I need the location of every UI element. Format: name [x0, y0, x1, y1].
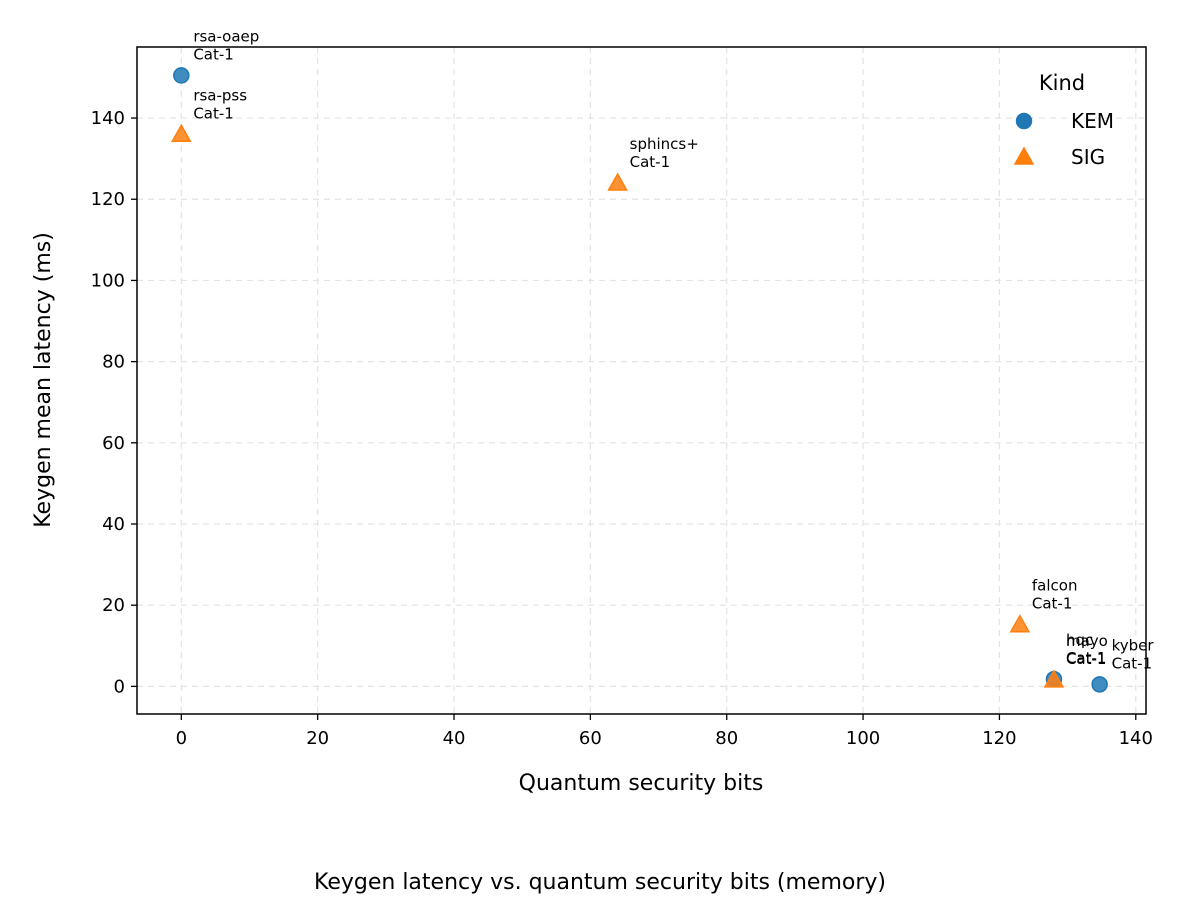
- y-tick-label: 140: [91, 108, 125, 129]
- y-tick-label: 120: [91, 189, 125, 210]
- point-label-line: kyber: [1112, 636, 1155, 654]
- y-tick-label: 20: [102, 595, 125, 616]
- x-axis-label: Quantum security bits: [519, 771, 764, 796]
- point-label: hqc Cat-1: [1066, 631, 1107, 667]
- point-label-line: Cat-1: [193, 45, 234, 63]
- x-tick-label: 140: [1119, 728, 1153, 749]
- point-label-line: sphincs+: [630, 135, 699, 153]
- point-label-line: falcon: [1032, 577, 1078, 595]
- legend-marker-sig: [1013, 146, 1035, 165]
- point-label-line: rsa-oaep: [193, 27, 259, 45]
- point-label-line: rsa-pss: [193, 86, 247, 104]
- point-label-line: mayo: [1066, 632, 1108, 650]
- sig-point: [171, 123, 192, 143]
- point-label: kyber Cat-1: [1112, 636, 1155, 672]
- x-tick-label: 100: [846, 728, 880, 749]
- point-label-line: Cat-1: [193, 104, 234, 122]
- grid: [137, 47, 1146, 714]
- y-tick-label: 40: [102, 514, 125, 535]
- point-label: mayo Cat-1: [1066, 632, 1108, 668]
- point-label-line: Cat-1: [1032, 595, 1073, 613]
- x-tick-label: 40: [443, 728, 466, 749]
- sig-point: [607, 172, 628, 191]
- x-tick-label: 120: [982, 728, 1016, 749]
- chart-caption: Keygen latency vs. quantum security bits…: [314, 870, 886, 895]
- point-label-line: Cat-1: [1066, 649, 1107, 667]
- y-tick-label: 60: [102, 433, 125, 454]
- point-label: rsa-pss Cat-1: [193, 86, 247, 122]
- y-axis-ticks: 0 20 40 60 80 100 120 140: [91, 108, 137, 697]
- point-label-line: hqc: [1066, 631, 1093, 649]
- x-tick-label: 20: [306, 728, 329, 749]
- legend-label-sig: SIG: [1071, 145, 1105, 169]
- point-label: rsa-oaep Cat-1: [193, 27, 259, 63]
- sig-point: [1043, 669, 1065, 688]
- legend: Kind KEM SIG: [1013, 71, 1114, 169]
- kem-point: [173, 67, 190, 84]
- kem-point: [1091, 676, 1108, 693]
- legend-entries: KEM SIG: [1013, 109, 1114, 169]
- point-label-line: Cat-1: [1112, 654, 1153, 672]
- point-label: falcon Cat-1: [1032, 577, 1078, 613]
- legend-title: Kind: [1039, 71, 1085, 95]
- point-label-line: Cat-1: [1066, 650, 1107, 668]
- legend-label-kem: KEM: [1071, 109, 1114, 133]
- y-tick-label: 0: [114, 676, 125, 697]
- y-axis-label: Keygen mean latency (ms): [31, 232, 56, 528]
- sig-point: [1009, 614, 1031, 633]
- point-label: sphincs+ Cat-1: [630, 135, 699, 171]
- plot-frame: [136, 46, 1147, 715]
- x-tick-label: 60: [579, 728, 602, 749]
- y-tick-label: 80: [102, 352, 125, 373]
- data-points: [171, 67, 1108, 693]
- x-tick-label: 0: [176, 728, 187, 749]
- y-tick-label: 100: [91, 270, 125, 291]
- point-label-line: Cat-1: [630, 153, 671, 171]
- x-tick-label: 80: [715, 728, 738, 749]
- legend-marker-kem: [1015, 112, 1033, 130]
- x-axis-ticks: 0 20 40 60 80 100 120 140: [176, 714, 1153, 749]
